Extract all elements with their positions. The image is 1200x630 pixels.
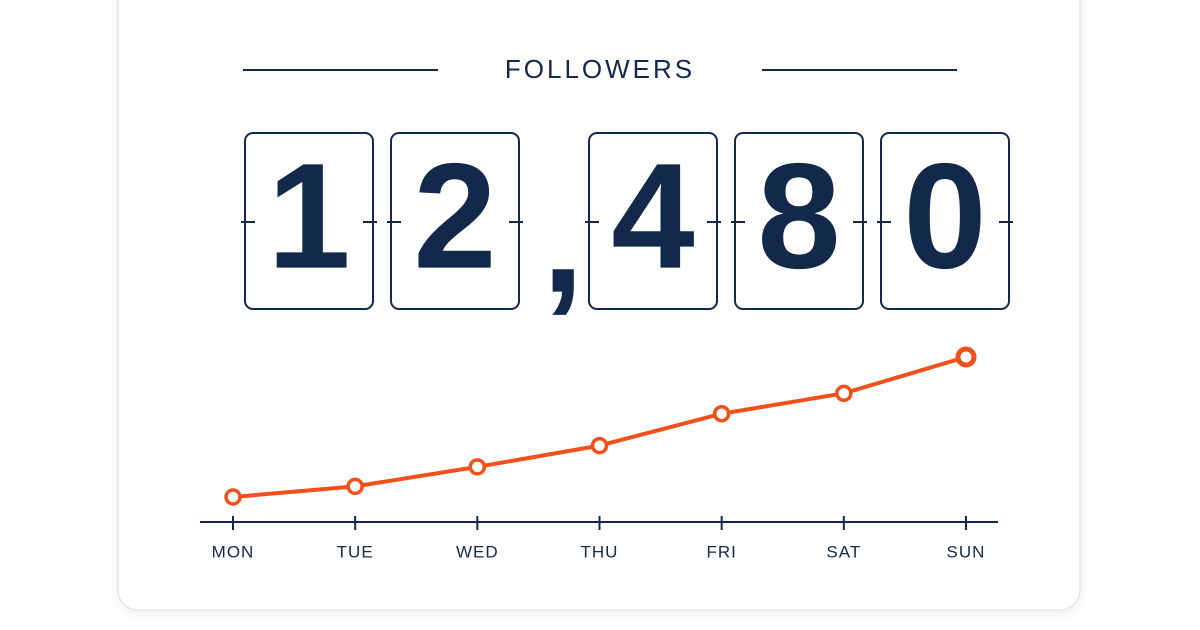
x-tick-label: THU <box>581 542 619 561</box>
x-tick-label: MON <box>212 542 255 561</box>
point <box>712 404 731 423</box>
point <box>468 458 487 476</box>
point <box>835 384 853 403</box>
digit: 4 <box>611 132 694 300</box>
x-tick-label: SAT <box>826 542 861 561</box>
point <box>590 436 609 455</box>
point <box>955 346 977 368</box>
digit: 0 <box>903 132 986 300</box>
digit: 2 <box>413 132 496 300</box>
x-tick-label: FRI <box>706 542 736 561</box>
title: FOLLOWERS <box>505 54 695 84</box>
x-tick-label: WED <box>456 542 499 561</box>
x-tick-label: SUN <box>947 542 986 561</box>
x-tick-label: TUE <box>337 542 374 561</box>
digit: 8 <box>757 132 840 300</box>
point <box>346 477 364 496</box>
point <box>224 488 242 506</box>
separator: , <box>542 156 584 324</box>
digit: 1 <box>267 132 350 300</box>
